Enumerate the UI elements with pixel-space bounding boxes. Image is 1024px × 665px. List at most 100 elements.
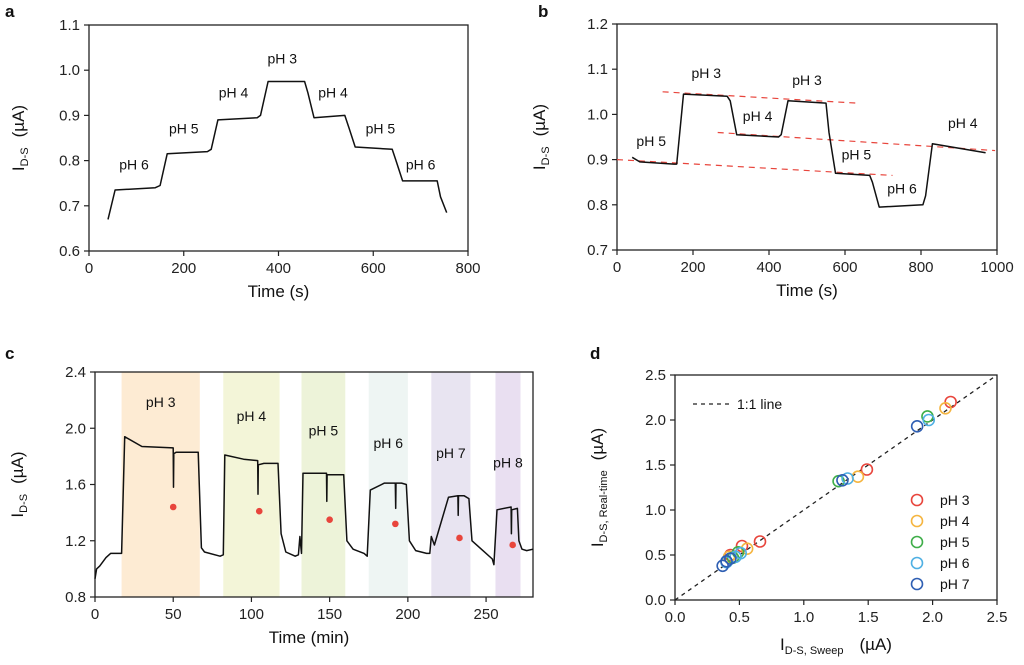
x-tick-label: 800 (908, 259, 933, 276)
x-tick-label: 200 (680, 259, 705, 276)
legend-marker (910, 535, 924, 549)
x-tick-label: 600 (832, 259, 857, 276)
annotation-label: pH 5 (842, 147, 872, 163)
x-tick-label: 50 (165, 606, 182, 623)
chart-panel-a: 0 200 400 600 800 0.6 0.7 0.8 0.9 1.0 1.1 pH 6 pH 5 p… (9, 17, 481, 301)
annotation-label: pH 5 (636, 133, 666, 149)
chart-panel-c: 0 50 100 150 200 250 0.8 1.2 1.6 2.0 2.4 pH 3 pH 4 pH… (8, 364, 534, 647)
y-tick-label: 1.0 (59, 62, 80, 79)
y-axis-label: ID-S (µA) (9, 105, 31, 171)
trend-line (662, 91, 857, 104)
x-axis-label: Time (min) (269, 628, 350, 647)
y-tick-label: 1.0 (587, 106, 608, 123)
band-label: pH 5 (309, 422, 339, 438)
x-tick-label: 400 (266, 260, 291, 277)
y-tick-label: 2.0 (645, 412, 666, 429)
y-tick-label: 1.2 (587, 16, 608, 33)
annotation-label: pH 3 (268, 50, 298, 66)
y-tick-label: 0.9 (59, 107, 80, 124)
y-axis-label-unit: (µA) (530, 104, 549, 136)
scatter-point (724, 552, 737, 565)
band-label: pH 3 (146, 394, 176, 410)
y-tick-label: 1.1 (59, 17, 80, 34)
x-tick-label: 1.5 (858, 609, 879, 626)
one-to-one-legend-label: 1:1 line (737, 396, 782, 412)
annotation-label: pH 4 (948, 115, 978, 131)
sweep-point (169, 503, 177, 511)
y-axis-label-sub: D-S (19, 147, 31, 166)
y-tick-label: 0.8 (59, 153, 80, 170)
scatter-point (841, 472, 854, 485)
trend-line (616, 159, 893, 177)
x-tick-label: 200 (171, 260, 196, 277)
plot-frame (674, 374, 998, 601)
ph-band (431, 372, 471, 597)
y-axis-label-main: I (588, 542, 607, 547)
legend-marker (910, 493, 924, 507)
annotation-label: pH 6 (119, 157, 149, 173)
legend-label: pH 3 (940, 492, 970, 508)
x-tick-label: 100 (239, 606, 264, 623)
y-axis-label-unit: (µA) (9, 105, 28, 137)
data-line (631, 93, 986, 208)
sweep-point (392, 520, 399, 528)
annotation-label: pH 4 (318, 84, 348, 100)
scatter-point (836, 473, 849, 487)
legend-marker (910, 556, 924, 570)
y-tick-label: 2.5 (645, 367, 666, 384)
band-label: pH 4 (237, 408, 267, 424)
plot-frame (616, 23, 998, 251)
y-tick-label: 1.0 (645, 502, 666, 519)
y-tick-label: 0.8 (65, 589, 86, 606)
chart-panel-d: 0.0 0.5 1.0 1.5 2.0 2.5 0.0 0.5 1.0 1.5 2.0 2.5 1:1 … (588, 367, 1007, 657)
y-tick-label: 0.7 (587, 242, 608, 259)
scatter-point (939, 401, 952, 415)
y-axis-label-sub: D-S, Real-time (598, 470, 610, 542)
y-tick-label: 2.0 (65, 420, 86, 437)
legend-marker (910, 514, 924, 528)
x-tick-label: 0.5 (729, 609, 750, 626)
y-tick-label: 0.0 (645, 592, 666, 609)
annotation-label: pH 4 (219, 84, 249, 100)
y-axis-label-main: I (9, 166, 28, 171)
legend-label: pH 5 (940, 534, 970, 550)
panel-label-c: c (5, 344, 14, 363)
annotation-label: pH 3 (692, 65, 722, 81)
y-axis-label-main: I (530, 165, 549, 170)
x-tick-label: 0.0 (665, 609, 686, 626)
ph-band (121, 372, 200, 597)
annotation-label: pH 6 (406, 157, 436, 173)
x-tick-label: 1.0 (793, 609, 814, 626)
y-tick-label: 0.9 (587, 152, 608, 169)
x-tick-label: 1000 (980, 259, 1013, 276)
x-tick-label: 250 (474, 606, 499, 623)
x-tick-label: 150 (317, 606, 342, 623)
legend-label: pH 6 (940, 555, 970, 571)
y-axis-label-main: I (8, 513, 27, 518)
x-tick-label: 0 (91, 606, 99, 623)
band-label: pH 6 (374, 435, 404, 451)
x-axis-label: Time (s) (248, 282, 310, 301)
x-tick-label: 800 (455, 260, 480, 277)
y-axis-label-sub: D-S (18, 494, 30, 513)
panel-label-d: d (590, 344, 600, 363)
x-axis-label: ID-S, Sweep (µA) (780, 635, 892, 657)
scatter-point (922, 413, 936, 427)
y-axis-label: ID-S (µA) (8, 451, 30, 517)
y-tick-label: 2.4 (65, 364, 86, 381)
scatter-point (734, 546, 747, 560)
sweep-point (456, 534, 463, 542)
scatter-point (910, 419, 924, 433)
sweep-point (255, 507, 263, 515)
y-axis-label-unit: (µA) (588, 428, 607, 460)
annotation-label: pH 3 (792, 72, 822, 88)
y-axis-label-sub: D-S (540, 146, 552, 165)
band-label: pH 8 (493, 455, 523, 471)
x-tick-label: 0 (85, 260, 93, 277)
annotation-label: pH 5 (169, 120, 199, 136)
ph-band (495, 372, 521, 597)
scatter-point (860, 463, 874, 476)
y-tick-label: 0.7 (59, 198, 80, 215)
scatter-point (753, 535, 767, 548)
chart-panel-b: 0 200 400 600 800 1000 0.7 0.8 0.9 1.0 1.1 1.2 pH 5 p… (530, 16, 1014, 300)
